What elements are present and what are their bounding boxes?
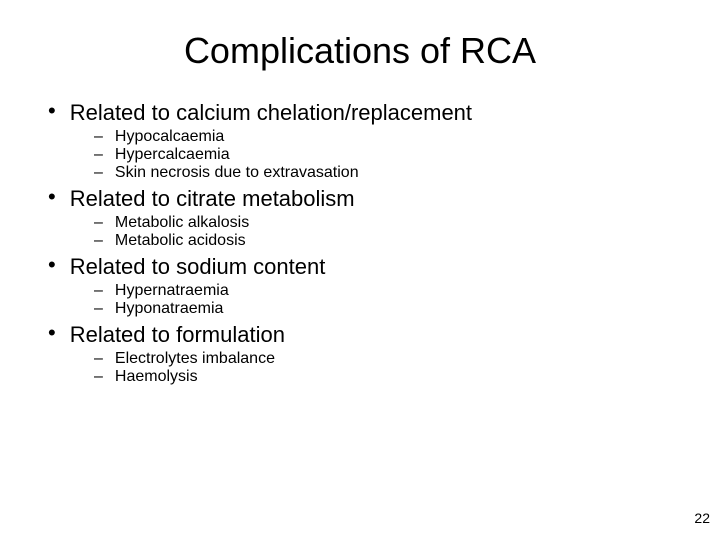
sub-list-item: – Hypocalcaemia [94,128,690,146]
list-item: • Related to formulation – Electrolytes … [48,322,690,386]
bullet-icon: • [48,322,56,344]
list-item: • Related to citrate metabolism – Metabo… [48,186,690,250]
l1-row: • Related to formulation [48,322,690,348]
dash-icon: – [94,232,103,250]
l1-row: • Related to sodium content [48,254,690,280]
bullet-list: • Related to calcium chelation/replaceme… [30,100,690,386]
l2-text: Hypercalcaemia [115,146,230,164]
slide-container: Complications of RCA • Related to calciu… [0,0,720,386]
sub-list-item: – Metabolic acidosis [94,232,690,250]
sub-list: – Electrolytes imbalance – Haemolysis [48,350,690,386]
l2-text: Electrolytes imbalance [115,350,275,368]
l2-text: Hypernatraemia [115,282,229,300]
bullet-icon: • [48,254,56,276]
sub-list-item: – Haemolysis [94,368,690,386]
l1-heading: Related to calcium chelation/replacement [70,100,472,126]
dash-icon: – [94,300,103,318]
l1-row: • Related to citrate metabolism [48,186,690,212]
l2-text: Hyponatraemia [115,300,224,318]
dash-icon: – [94,128,103,146]
l1-row: • Related to calcium chelation/replaceme… [48,100,690,126]
slide-title: Complications of RCA [30,30,690,72]
dash-icon: – [94,282,103,300]
sub-list-item: – Hypercalcaemia [94,146,690,164]
l1-heading: Related to citrate metabolism [70,186,355,212]
dash-icon: – [94,350,103,368]
sub-list-item: – Hyponatraemia [94,300,690,318]
dash-icon: – [94,146,103,164]
l2-text: Metabolic acidosis [115,232,246,250]
l2-text: Haemolysis [115,368,198,386]
sub-list-item: – Electrolytes imbalance [94,350,690,368]
l2-text: Hypocalcaemia [115,128,224,146]
l1-heading: Related to sodium content [70,254,326,280]
l2-text: Metabolic alkalosis [115,214,249,232]
sub-list: – Metabolic alkalosis – Metabolic acidos… [48,214,690,250]
sub-list: – Hypernatraemia – Hyponatraemia [48,282,690,318]
sub-list-item: – Skin necrosis due to extravasation [94,164,690,182]
list-item: • Related to sodium content – Hypernatra… [48,254,690,318]
bullet-icon: • [48,186,56,208]
l2-text: Skin necrosis due to extravasation [115,164,359,182]
sub-list-item: – Metabolic alkalosis [94,214,690,232]
list-item: • Related to calcium chelation/replaceme… [48,100,690,182]
dash-icon: – [94,164,103,182]
page-number: 22 [694,510,710,526]
l1-heading: Related to formulation [70,322,285,348]
sub-list: – Hypocalcaemia – Hypercalcaemia – Skin … [48,128,690,182]
sub-list-item: – Hypernatraemia [94,282,690,300]
dash-icon: – [94,214,103,232]
bullet-icon: • [48,100,56,122]
dash-icon: – [94,368,103,386]
